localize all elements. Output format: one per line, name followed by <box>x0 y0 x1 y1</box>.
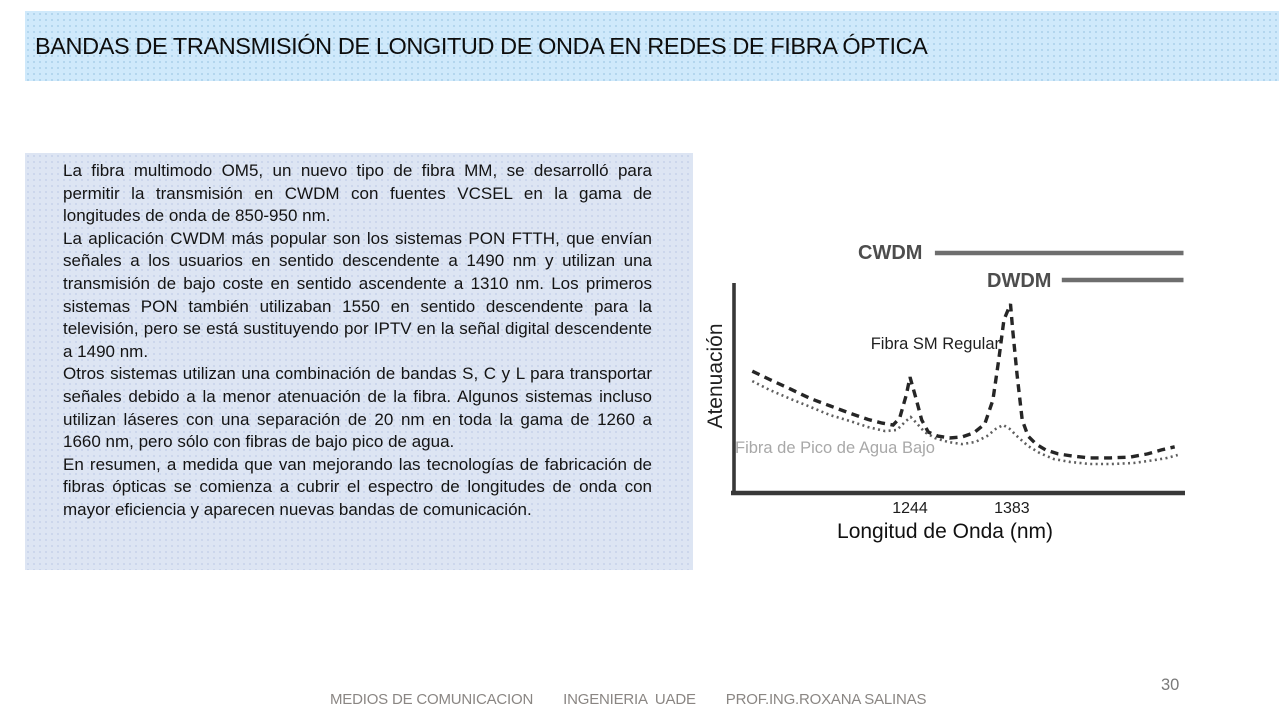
band-label-dwdm: DWDM <box>987 270 1052 292</box>
x-axis-label: Longitud de Onda (nm) <box>837 520 1053 543</box>
y-axis-label: Atenuación <box>704 323 727 429</box>
band-label-cwdm: CWDM <box>858 242 923 264</box>
x-tick-1383: 1383 <box>994 500 1030 517</box>
body-paragraph-om5: La fibra multimodo OM5, un nuevo tipo de… <box>63 161 652 226</box>
body-paragraph-cwdm-pon: La aplicación CWDM más popular son los s… <box>63 228 652 361</box>
footer-item-professor: PROF.ING.ROXANA SALINAS <box>725 691 927 708</box>
series-curve-dotted <box>751 379 1179 466</box>
footer-item-course: MEDIOS DE COMUNICACION <box>330 691 534 708</box>
series-label-fibra-sm-regular: Fibra SM Regular <box>870 335 1000 353</box>
footer: MEDIOS DE COMUNICACION INGENIERIA UADE P… <box>330 691 926 708</box>
x-tick-1244: 1244 <box>892 500 928 517</box>
body-paragraph-bandas-scl: Otros sistemas utilizan una combinación … <box>63 364 652 452</box>
footer-item-institution: INGENIERIA UADE <box>563 691 696 708</box>
page-number: 30 <box>1161 676 1180 694</box>
title-bar: BANDAS DE TRANSMISIÓN DE LONGITUD DE OND… <box>25 11 1279 81</box>
series-curve-dashed <box>751 303 1176 460</box>
page-title: BANDAS DE TRANSMISIÓN DE LONGITUD DE OND… <box>35 32 928 59</box>
body-text-box: La fibra multimodo OM5, un nuevo tipo de… <box>25 153 693 570</box>
series-label-fibra-pico-agua-bajo: Fibra de Pico de Agua Bajo <box>735 439 935 457</box>
body-paragraph-resumen: En resumen, a medida que van mejorando l… <box>63 454 652 519</box>
